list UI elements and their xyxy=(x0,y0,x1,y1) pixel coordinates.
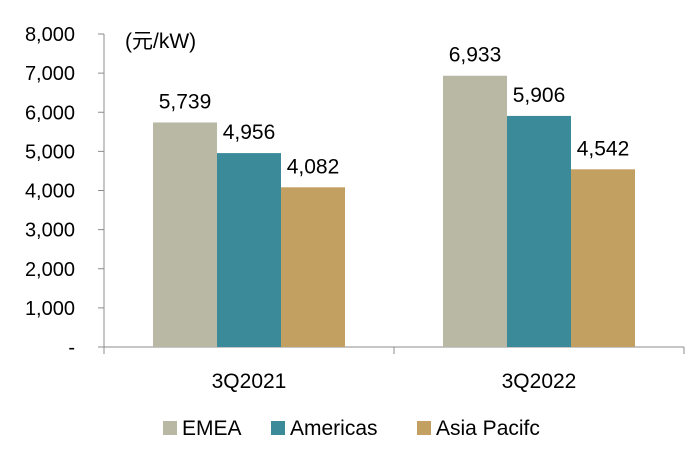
bar-asia-pacifc-3q2021 xyxy=(281,187,345,347)
legend-label: Americas xyxy=(290,417,378,440)
y-axis: - 1,000 2,000 3,000 4,000 5,000 6,000 7,000 8,00… xyxy=(25,24,105,359)
y-tick-label: 5,000 xyxy=(25,141,75,163)
bar-emea-3q2022 xyxy=(443,75,507,348)
y-tick-label: - xyxy=(68,337,75,359)
legend-label: Asia Pacifc xyxy=(436,417,540,440)
bar-americas-3q2022 xyxy=(507,115,571,347)
bar-americas-3q2021 xyxy=(217,153,281,347)
y-tick-label: 3,000 xyxy=(25,220,75,242)
x-axis: 3Q2021 3Q2022 xyxy=(103,346,685,393)
data-label: 4,956 xyxy=(223,121,276,144)
y-tick-label: 6,000 xyxy=(25,102,75,124)
legend-swatch-emea xyxy=(163,421,177,435)
y-tick-label: 4,000 xyxy=(25,181,75,203)
legend: EMEA Americas Asia Pacifc xyxy=(163,417,540,440)
y-tick-label: 2,000 xyxy=(25,259,75,281)
legend-swatch-asia-pacifc xyxy=(417,421,431,435)
data-label: 4,082 xyxy=(287,155,340,178)
data-label: 5,739 xyxy=(159,90,212,113)
data-labels: 5,739 4,956 4,082 6,933 5,906 4,542 xyxy=(159,44,630,179)
y-tick-label: 7,000 xyxy=(25,63,75,85)
unit-label: (元/kW) xyxy=(125,30,196,53)
bar-emea-3q2021 xyxy=(153,122,217,347)
y-tick-label: 1,000 xyxy=(25,298,75,320)
data-label: 6,933 xyxy=(449,44,502,67)
data-label: 4,542 xyxy=(577,137,630,160)
x-tick-label: 3Q2022 xyxy=(502,370,577,393)
legend-swatch-americas xyxy=(271,421,285,435)
data-label: 5,906 xyxy=(513,84,566,107)
bar-asia-pacifc-3q2022 xyxy=(571,169,635,347)
bars xyxy=(153,75,635,348)
legend-label: EMEA xyxy=(182,417,242,440)
x-tick-label: 3Q2021 xyxy=(212,370,287,393)
y-tick-label: 8,000 xyxy=(25,24,75,46)
